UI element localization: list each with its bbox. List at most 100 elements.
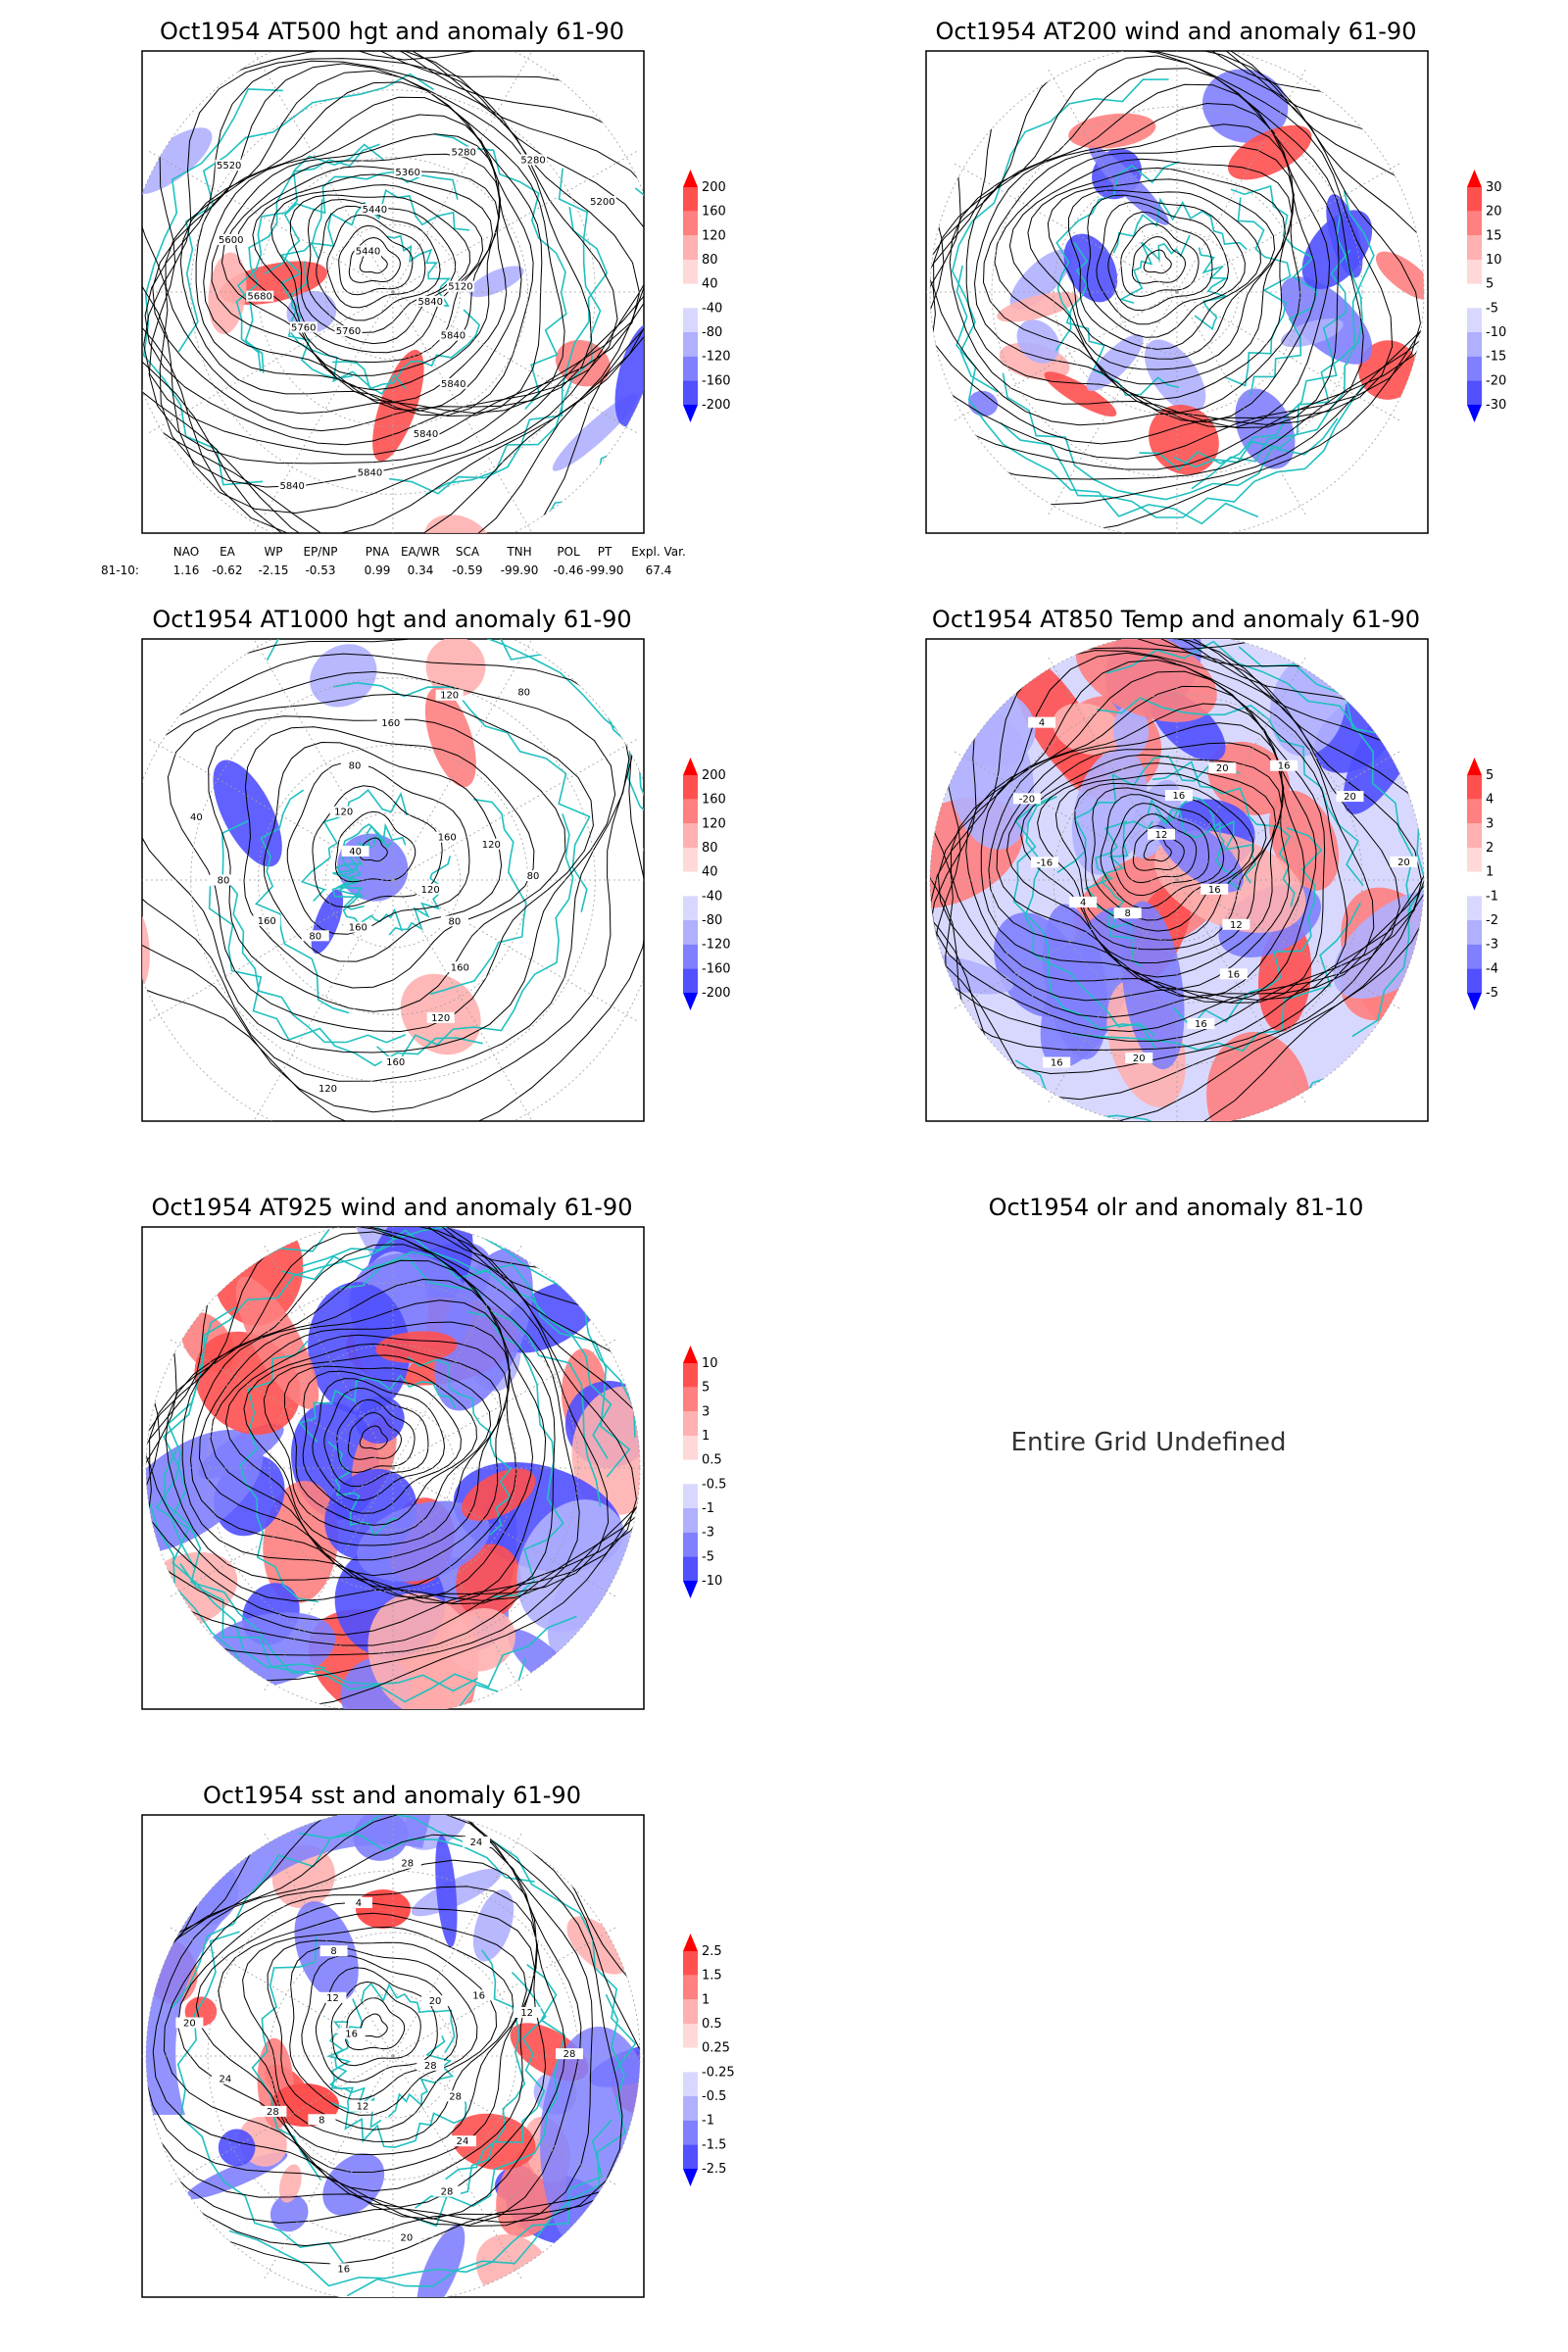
contour-label-bg	[314, 1082, 342, 1094]
contour-label-bg	[1012, 793, 1041, 805]
contour-label: 80	[517, 687, 530, 698]
contour-line	[144, 60, 618, 446]
colorbar-segment	[1467, 848, 1482, 872]
contour-label-bg	[1219, 968, 1248, 980]
contour-line	[930, 639, 1424, 1121]
contour-line	[994, 145, 1295, 401]
contour-line	[148, 51, 644, 465]
panel-4: Oct1954 AT850 Temp and anomaly 61-901612…	[925, 606, 1498, 1122]
colorbar-segment	[683, 2047, 698, 2073]
coastline	[221, 819, 406, 1044]
contour-line	[263, 741, 503, 962]
coastline	[956, 265, 1259, 525]
colorbar-arrow-bottom	[683, 1581, 698, 1598]
anomaly-region	[1156, 816, 1244, 893]
contour-label-bg	[433, 831, 462, 843]
colorbar-label: -1.5	[702, 2137, 726, 2152]
contour-label: 5280	[520, 155, 545, 166]
contour-line	[143, 58, 641, 456]
contour-line	[270, 184, 484, 354]
meridian-line	[952, 162, 1178, 293]
colorbar-label: 1.5	[702, 1969, 722, 1984]
colorbar-label: 0.5	[702, 2017, 722, 2032]
contour-label-bg	[329, 806, 358, 817]
coastline	[1002, 372, 1339, 501]
contour-line	[930, 51, 1394, 445]
polar-disk	[142, 51, 644, 533]
contour-label-bg	[450, 146, 478, 158]
colorbar-label: 120	[702, 816, 726, 831]
contour-label: 28	[564, 2049, 576, 2060]
anomaly-region	[1068, 113, 1156, 149]
contour-line	[224, 1334, 509, 1561]
contour-line	[937, 652, 1375, 1018]
anomaly-region	[1063, 233, 1118, 303]
meridian-line	[168, 1467, 394, 1598]
contour-line	[1037, 762, 1277, 951]
contour-line	[142, 639, 635, 1113]
anomaly-region	[1043, 904, 1108, 1059]
index-value: -0.59	[452, 564, 482, 577]
colorbar-segment	[683, 823, 698, 848]
colorbar-label: -10	[1486, 325, 1506, 340]
colorbar-segment	[683, 871, 698, 897]
contour-label: 20	[401, 2232, 414, 2243]
coastline	[264, 171, 459, 275]
contour-line	[302, 1370, 462, 1514]
index-name: TNH	[506, 545, 531, 559]
colorbar-segment	[683, 235, 698, 260]
contour-label: 5360	[395, 168, 419, 178]
colorbar-segment	[1467, 799, 1482, 824]
colorbar-label: 120	[702, 228, 726, 243]
contour-label: 160	[349, 923, 368, 934]
coastline	[1065, 242, 1180, 397]
colorbar-label: -30	[1486, 398, 1506, 413]
colorbar-segment	[683, 944, 698, 969]
colorbar-segment	[683, 896, 698, 920]
contour-label: 5840	[358, 468, 382, 479]
contour-line	[220, 153, 502, 391]
contour-label-bg	[344, 1896, 372, 1908]
anomaly-region	[435, 1835, 458, 1947]
contour-label: 40	[190, 812, 203, 823]
latitude-circle	[1114, 817, 1240, 943]
colorbar-label: 40	[702, 865, 718, 880]
meridian-line	[253, 51, 394, 293]
colorbar-segment	[683, 332, 698, 357]
index-name: PNA	[366, 545, 390, 559]
contour-line	[142, 51, 644, 514]
contour-label: 20	[1397, 858, 1410, 868]
contour-label-bg	[510, 686, 538, 698]
colorbar-label: -15	[1486, 350, 1506, 365]
latitude-circle	[324, 811, 462, 949]
contour-line	[163, 1859, 547, 2208]
coastline	[236, 143, 380, 373]
contour-label: 5840	[414, 429, 438, 440]
colorbar-label: 5	[1486, 768, 1494, 783]
colorbar-label: -120	[702, 350, 731, 365]
contour-line	[165, 70, 565, 415]
contour-label: 28	[441, 2187, 454, 2198]
contour-line	[1143, 837, 1172, 862]
meridian-line	[1176, 291, 1402, 422]
anomaly-region	[1144, 339, 1206, 414]
contour-label-bg	[341, 845, 369, 857]
contour-line	[1005, 742, 1285, 978]
contour-line	[344, 1997, 406, 2051]
contour-label: 80	[218, 875, 230, 886]
contour-label: 120	[431, 1013, 450, 1024]
colorbar-label: 4	[1486, 793, 1494, 808]
panel-5: Oct1954 AT925 wind and anomaly 61-90 10 5 3…	[141, 1194, 726, 1710]
contour-line	[146, 1227, 640, 1682]
meridian-line	[168, 2055, 394, 2186]
contour-label-bg	[215, 160, 243, 172]
contour-label-bg	[344, 921, 372, 933]
contour-label-bg	[329, 2263, 358, 2275]
index-name: WP	[264, 545, 282, 559]
contour-label: 4	[1080, 898, 1086, 908]
colorbar-segment	[683, 211, 698, 236]
panel-title: Oct1954 AT925 wind and anomaly 61-90	[152, 1194, 633, 1221]
coastline	[1073, 902, 1361, 1053]
meridian-line	[392, 51, 533, 293]
contour-line	[142, 639, 644, 1121]
